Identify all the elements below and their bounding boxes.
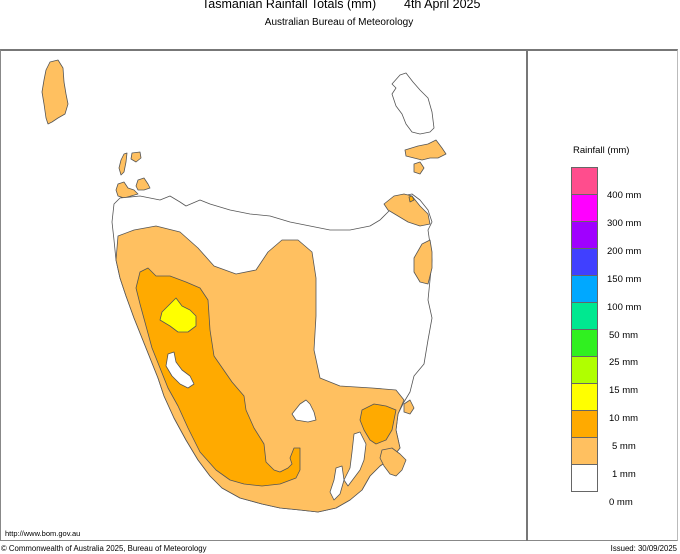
legend-swatch-300-400 [571, 195, 598, 222]
rainfall-10-15mm-zone [159, 297, 197, 333]
flinders-island [391, 72, 435, 135]
dentrecasteaux-channel [329, 465, 345, 501]
king-island [41, 59, 69, 125]
rainfall-1-5mm-zone-east [413, 239, 433, 285]
legend-label: 50 mm [609, 330, 639, 341]
tasman-peninsula [379, 447, 407, 477]
legend-label: 100 mm [607, 302, 642, 313]
legend-label: 25 mm [609, 357, 639, 368]
legend-swatch-200-300 [571, 222, 598, 249]
legend-label: 300 mm [607, 218, 642, 229]
legend-swatch-10-15 [571, 384, 598, 411]
legend-divider [526, 49, 528, 541]
map-date: 4th April 2025 [404, 0, 481, 11]
issued-date: Issued: 30/09/2025 [610, 544, 677, 553]
legend-label: 5 mm [612, 441, 636, 452]
dry-patch-central [291, 399, 317, 423]
macquarie-harbour [165, 351, 195, 389]
cape-barren-island [404, 139, 447, 161]
legend-label: 15 mm [609, 385, 639, 396]
copyright-notice: © Commonwealth of Australia 2025, Bureau… [1, 544, 207, 553]
maria-island [403, 399, 415, 415]
small-orange-cell-northeast [408, 195, 415, 203]
legend-swatch-150-200 [571, 249, 598, 276]
legend-title: Rainfall (mm) [573, 145, 630, 156]
three-hummock-island [130, 151, 142, 163]
legend-swatch-25-50 [571, 330, 598, 357]
legend-label: 0 mm [609, 497, 633, 508]
legend-swatch-50-100 [571, 303, 598, 330]
map-frame [0, 49, 678, 541]
rainfall-1-5mm-zone-northeast [383, 193, 431, 227]
map-subtitle: Australian Bureau of Meteorology [0, 17, 680, 28]
legend-label: 1 mm [612, 469, 636, 480]
legend-label: 400 mm [607, 190, 642, 201]
legend-swatch-100-150 [571, 276, 598, 303]
bom-url-link[interactable]: http://www.bom.gov.au [5, 529, 81, 538]
legend-label: 200 mm [607, 246, 642, 257]
legend-color-bar [571, 167, 598, 492]
hunter-island [118, 152, 128, 176]
subtitle-text: Australian Bureau of Meteorology [264, 17, 414, 28]
rainfall-5-10mm-zone-hobart [359, 403, 397, 445]
legend-swatch-400plus [571, 167, 598, 195]
walker-island [135, 177, 151, 191]
derwent-estuary [343, 431, 367, 487]
header: Tasmanian Rainfall Totals (mm) 4th April… [0, 0, 680, 13]
robbins-island [115, 181, 139, 199]
legend-swatch-1-5 [571, 438, 598, 465]
legend-label: 10 mm [609, 413, 639, 424]
clarke-island [413, 161, 425, 175]
legend-swatch-0-1 [571, 465, 598, 492]
legend-swatch-15-25 [571, 357, 598, 384]
rainfall-map [41, 59, 447, 513]
map-title: Tasmanian Rainfall Totals (mm) [202, 0, 377, 11]
legend-label: 150 mm [607, 274, 642, 285]
legend-swatch-5-10 [571, 411, 598, 438]
